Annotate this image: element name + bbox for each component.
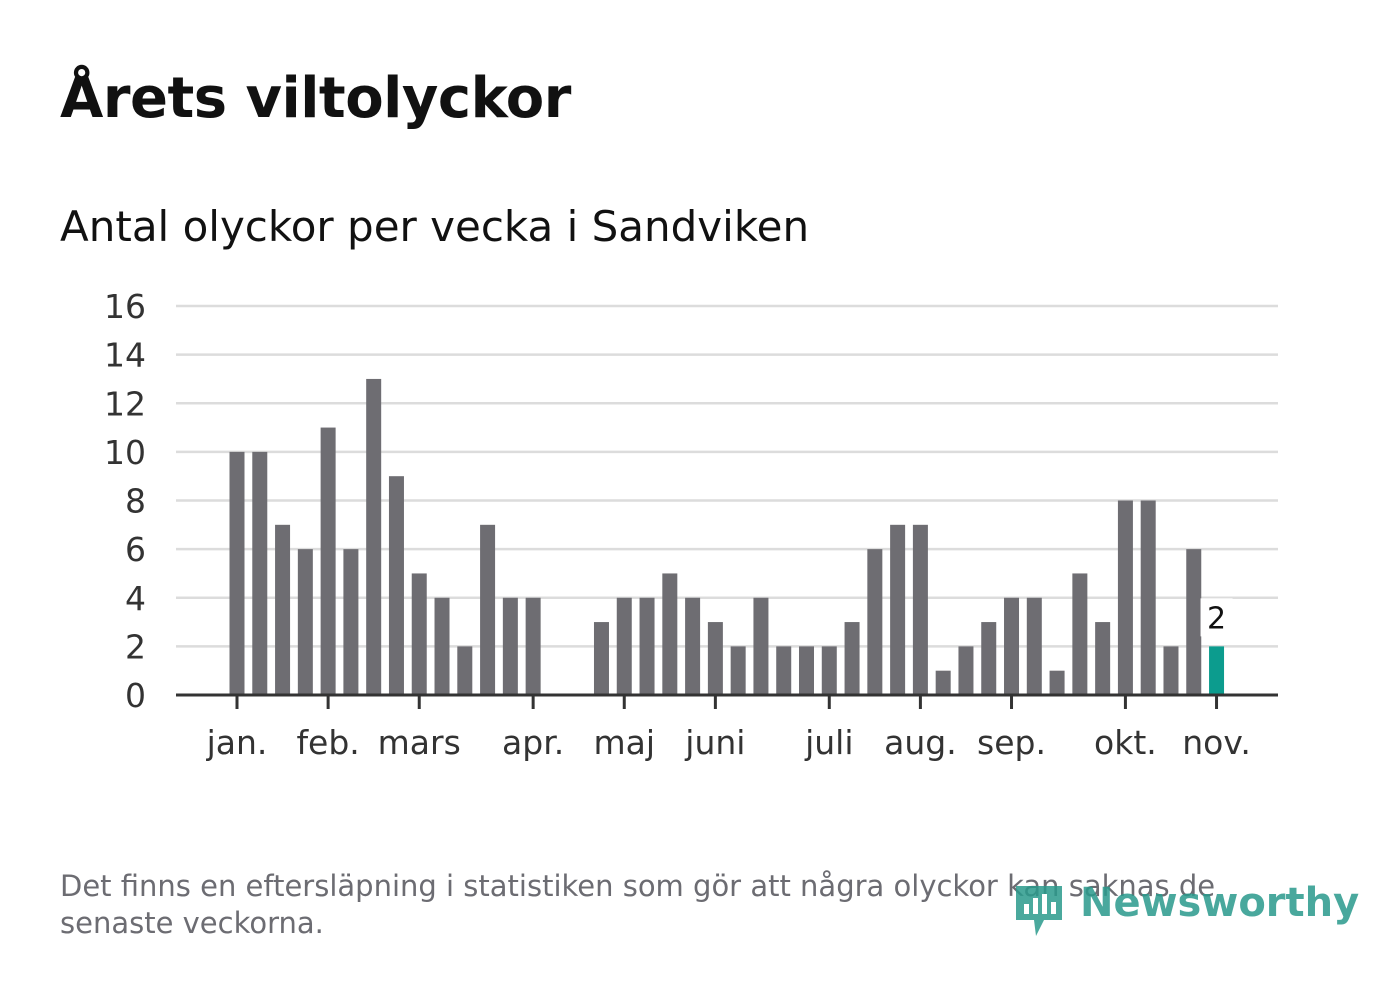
y-tick-label: 8 [125, 482, 146, 521]
x-tick-label: mars [378, 723, 461, 762]
x-tick-label: aug. [884, 723, 957, 762]
x-tick-label: nov. [1182, 723, 1251, 762]
bar [366, 378, 382, 695]
bar [1140, 500, 1156, 695]
bar [935, 670, 951, 695]
bar [662, 573, 678, 695]
y-tick-label: 16 [104, 287, 146, 326]
x-tick-label: feb. [296, 723, 359, 762]
x-axis-ticks: jan. feb. mars apr. maj juni juli aug. sep. okt. n… [206, 695, 1251, 762]
bar [411, 573, 427, 695]
y-tick-label: 14 [104, 336, 146, 375]
newsworthy-logo-text: Newsworthy [1080, 880, 1360, 926]
bar [890, 524, 906, 695]
bar [343, 549, 359, 695]
bar [1026, 597, 1042, 695]
y-tick-label: 4 [125, 579, 146, 618]
bar [776, 646, 792, 695]
bar [525, 597, 541, 695]
bar [480, 524, 496, 695]
x-tick-label: okt. [1094, 723, 1157, 762]
gridlines [176, 304, 1278, 648]
x-tick-label: maj [593, 723, 655, 762]
bar [1004, 597, 1020, 695]
y-axis-ticks: 0 2 4 6 8 10 12 14 16 [104, 287, 146, 715]
bar [799, 646, 814, 695]
bar [434, 597, 450, 695]
newsworthy-logo-icon [1016, 886, 1062, 936]
bar [981, 622, 997, 695]
bar [685, 597, 701, 695]
bar [388, 476, 404, 695]
data-labels: 2 [1200, 598, 1233, 637]
bars [229, 378, 1225, 695]
bar [457, 646, 473, 695]
y-tick-label: 2 [125, 627, 146, 666]
bar [320, 427, 336, 695]
bar [229, 451, 245, 695]
newsworthy-logo: Newsworthy [1010, 878, 1359, 942]
bar [1186, 549, 1202, 695]
bar [616, 597, 632, 695]
bar [753, 597, 769, 695]
bar [912, 524, 928, 695]
y-tick-label: 0 [125, 676, 146, 715]
bar [730, 646, 746, 695]
bar [502, 597, 518, 695]
y-tick-label: 12 [104, 384, 146, 423]
x-tick-label: sep. [977, 723, 1046, 762]
bar [297, 549, 313, 695]
y-tick-label: 6 [125, 530, 146, 569]
x-tick-label: jan. [206, 723, 268, 762]
data-label-background [1200, 598, 1233, 637]
bar [1049, 670, 1065, 695]
y-tick-label: 10 [104, 433, 146, 472]
bar [707, 622, 723, 695]
bar [252, 451, 268, 695]
data-label-highlight: 2 [1207, 601, 1226, 636]
bar [1163, 646, 1179, 695]
bar [593, 622, 609, 695]
x-tick-label: apr. [502, 723, 564, 762]
x-tick-label: juni [684, 723, 745, 762]
bar [958, 646, 974, 695]
bar [1095, 622, 1111, 695]
chart-title: Årets viltolyckor [60, 66, 571, 131]
bar [821, 646, 837, 695]
bar [1072, 573, 1088, 695]
bar [867, 549, 883, 695]
bar-highlight [1209, 646, 1225, 695]
x-tick-label: juli [804, 723, 853, 762]
bar [844, 622, 860, 695]
bar [1117, 500, 1133, 695]
bar [275, 524, 291, 695]
chart-subtitle: Antal olyckor per vecka i Sandviken [60, 202, 810, 251]
bar [639, 597, 655, 695]
